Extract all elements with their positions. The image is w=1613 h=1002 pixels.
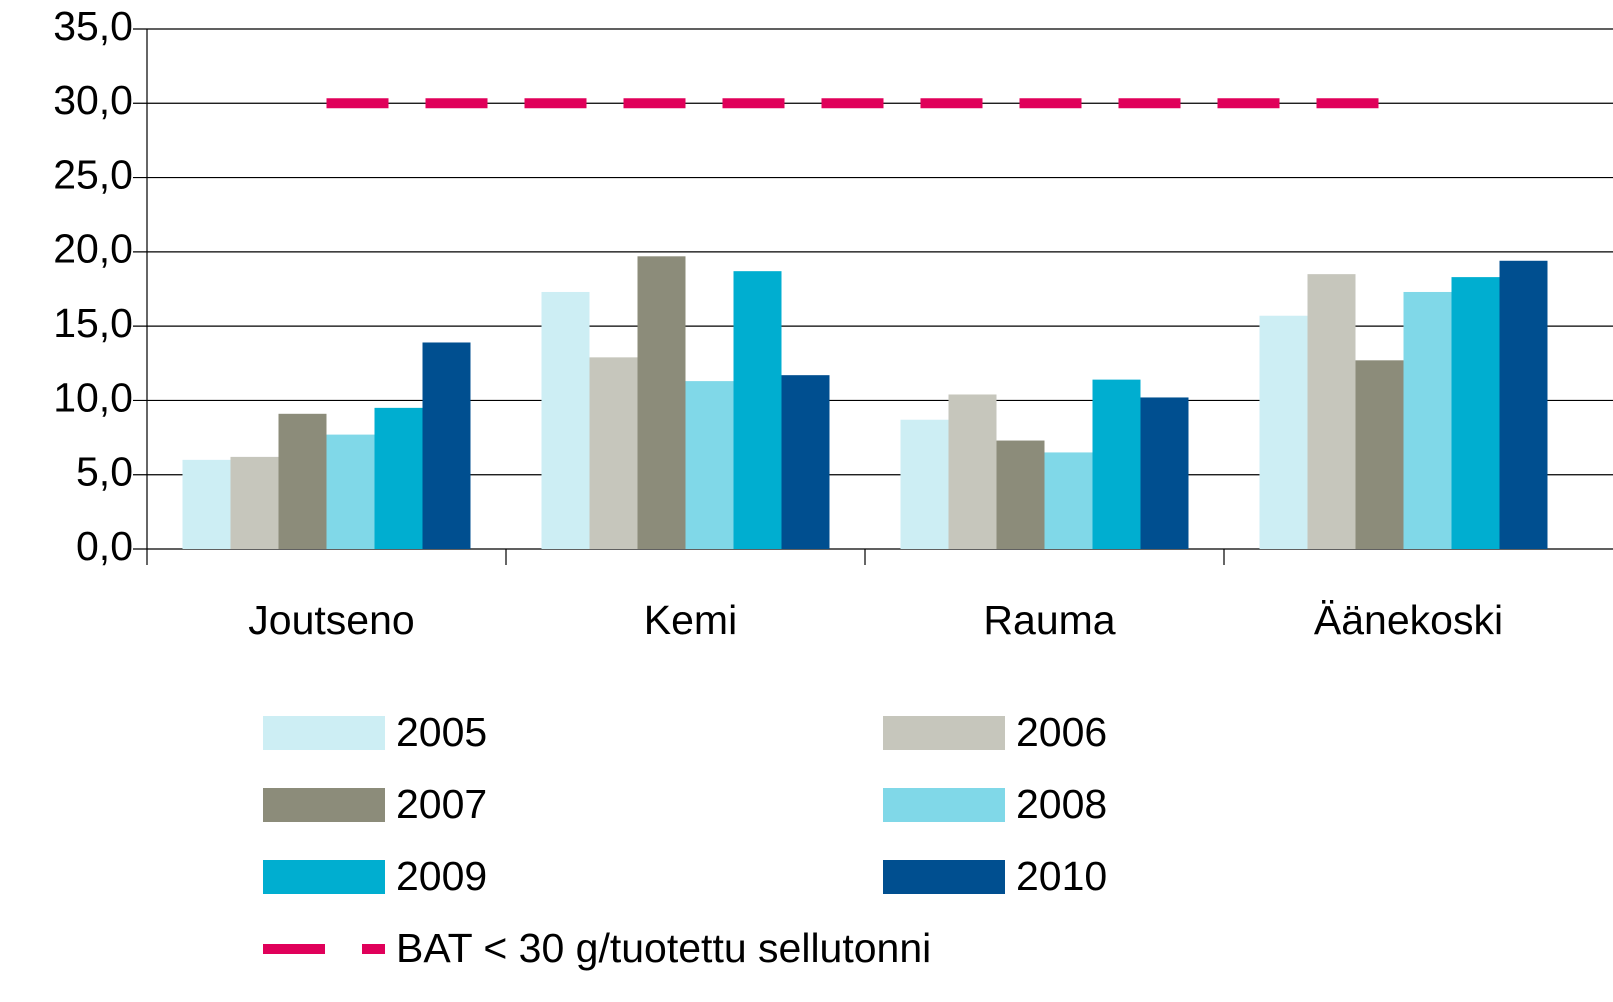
y-tick-label: 35,0 xyxy=(53,3,133,49)
legend-label: 2008 xyxy=(1016,781,1107,827)
bar xyxy=(422,342,471,549)
y-tick-label: 5,0 xyxy=(76,449,133,495)
bar xyxy=(1451,277,1500,549)
legend-swatch xyxy=(263,788,385,822)
y-tick-label: 15,0 xyxy=(53,300,133,346)
legend-swatch xyxy=(883,860,1005,894)
bar xyxy=(1259,315,1308,549)
bar xyxy=(1092,379,1141,549)
bar xyxy=(326,434,375,549)
x-tick-label: Äänekoski xyxy=(1314,597,1503,643)
bar xyxy=(1403,291,1452,549)
bar xyxy=(781,375,830,549)
x-tick-label: Rauma xyxy=(983,597,1115,643)
legend-label: 2005 xyxy=(396,709,487,755)
bar xyxy=(637,256,686,549)
y-tick-label: 0,0 xyxy=(76,523,133,569)
legend-swatch xyxy=(263,716,385,750)
bar xyxy=(230,456,279,549)
y-tick-label: 30,0 xyxy=(53,77,133,123)
bar xyxy=(278,413,327,549)
bar xyxy=(1355,360,1404,549)
legend-label: 2007 xyxy=(396,781,487,827)
legend-swatch xyxy=(883,788,1005,822)
bar xyxy=(733,271,782,549)
y-tick-label: 10,0 xyxy=(53,374,133,420)
bar xyxy=(948,394,997,549)
bar xyxy=(1499,260,1548,549)
bar xyxy=(374,407,423,549)
bar xyxy=(182,459,231,549)
x-tick-label: Joutseno xyxy=(248,597,414,643)
bar xyxy=(1044,452,1093,549)
bar xyxy=(900,419,949,549)
x-tick-label: Kemi xyxy=(644,597,737,643)
legend-label: 2006 xyxy=(1016,709,1107,755)
legend-label: BAT < 30 g/tuotettu sellutonni xyxy=(396,925,931,971)
bar xyxy=(1307,274,1356,549)
bar xyxy=(541,291,590,549)
bar xyxy=(589,357,638,549)
legend-swatch xyxy=(883,716,1005,750)
bar xyxy=(1140,397,1189,549)
legend-label: 2009 xyxy=(396,853,487,899)
bar xyxy=(685,381,734,549)
legend-swatch xyxy=(263,860,385,894)
legend-label: 2010 xyxy=(1016,853,1107,899)
y-tick-label: 20,0 xyxy=(53,226,133,272)
y-tick-label: 25,0 xyxy=(53,151,133,197)
bar xyxy=(996,440,1045,549)
